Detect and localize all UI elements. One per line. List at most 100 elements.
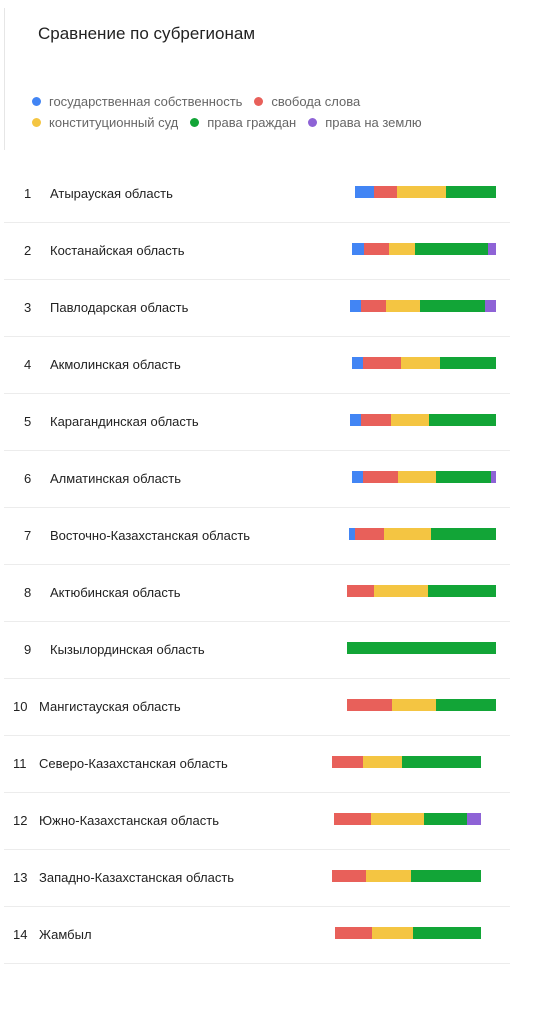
table-row[interactable]: 13 Западно-Казахстанская область xyxy=(4,850,510,907)
divider xyxy=(4,8,5,150)
bar-segment[interactable] xyxy=(373,585,428,597)
legend-item[interactable]: права граждан xyxy=(190,115,296,130)
bar-segment[interactable] xyxy=(373,186,397,198)
bar-segment[interactable] xyxy=(446,186,496,198)
row-label: Мангистауская область xyxy=(39,699,181,714)
bar-segment[interactable] xyxy=(361,414,391,426)
table-row[interactable]: 5 Карагандинская область xyxy=(4,394,510,451)
row-label: Костанайская область xyxy=(50,243,185,258)
table-row[interactable]: 1 Атырауская область xyxy=(4,166,510,223)
row-rank: 2 xyxy=(24,243,32,258)
row-rank: 3 xyxy=(24,300,32,315)
bar-segment[interactable] xyxy=(430,528,496,540)
table-row[interactable]: 2 Костанайская область xyxy=(4,223,510,280)
stacked-bar[interactable] xyxy=(332,870,481,882)
bar-segment[interactable] xyxy=(363,756,402,768)
bar-segment[interactable] xyxy=(335,927,373,939)
bar-segment[interactable] xyxy=(347,642,496,654)
bar-segment[interactable] xyxy=(361,300,386,312)
bar-segment[interactable] xyxy=(491,471,496,483)
bar-segment[interactable] xyxy=(362,357,402,369)
row-label: Карагандинская область xyxy=(50,414,199,429)
stacked-bar[interactable] xyxy=(332,756,481,768)
stacked-bar[interactable] xyxy=(333,813,481,825)
bar-segment[interactable] xyxy=(333,813,371,825)
bar-segment[interactable] xyxy=(398,471,436,483)
bar-segment[interactable] xyxy=(351,357,363,369)
bar-segment[interactable] xyxy=(392,699,436,711)
row-rank: 9 xyxy=(24,642,32,657)
table-row[interactable]: 9 Кызылординская область xyxy=(4,622,510,679)
bar-segment[interactable] xyxy=(467,813,481,825)
bar-segment[interactable] xyxy=(415,243,489,255)
bar-segment[interactable] xyxy=(420,300,486,312)
row-rank: 12 xyxy=(13,813,28,828)
table-row[interactable]: 12 Южно-Казахстанская область xyxy=(4,793,510,850)
bar-segment[interactable] xyxy=(354,528,385,540)
stacked-bar[interactable] xyxy=(335,927,481,939)
table-row[interactable]: 7 Восточно-Казахстанская область xyxy=(4,508,510,565)
bar-segment[interactable] xyxy=(485,300,496,312)
bar-segment[interactable] xyxy=(347,585,374,597)
bar-segment[interactable] xyxy=(351,243,365,255)
stacked-bar[interactable] xyxy=(350,300,496,312)
row-label: Южно-Казахстанская область xyxy=(39,813,219,828)
table-row[interactable]: 11 Северо-Казахстанская область xyxy=(4,736,510,793)
bar-segment[interactable] xyxy=(427,585,496,597)
stacked-bar[interactable] xyxy=(351,471,496,483)
bar-segment[interactable] xyxy=(401,357,441,369)
stacked-bar[interactable] xyxy=(350,414,496,426)
stacked-bar[interactable] xyxy=(347,699,496,711)
table-row[interactable]: 14 Жамбыл xyxy=(4,907,510,964)
bar-segment[interactable] xyxy=(347,699,393,711)
bar-segment[interactable] xyxy=(350,414,362,426)
bar-segment[interactable] xyxy=(389,243,416,255)
bar-segment[interactable] xyxy=(412,927,481,939)
bar-segment[interactable] xyxy=(362,471,399,483)
row-label: Актюбинская область xyxy=(50,585,181,600)
table-row[interactable]: 8 Актюбинская область xyxy=(4,565,510,622)
legend-label: права граждан xyxy=(207,115,297,130)
bar-segment[interactable] xyxy=(354,186,374,198)
table-row[interactable]: 10 Мангистауская область xyxy=(4,679,510,736)
stacked-bar[interactable] xyxy=(347,642,496,654)
bar-segment[interactable] xyxy=(429,414,496,426)
bar-segment[interactable] xyxy=(372,927,413,939)
legend-item[interactable]: права на землю xyxy=(308,115,422,130)
legend-label: государственная собственность xyxy=(49,94,243,109)
row-label: Жамбыл xyxy=(39,927,92,942)
bar-segment[interactable] xyxy=(350,300,362,312)
bar-segment[interactable] xyxy=(332,756,364,768)
stacked-bar[interactable] xyxy=(348,528,496,540)
bar-segment[interactable] xyxy=(411,870,481,882)
legend-item[interactable]: государственная собственность xyxy=(32,94,242,109)
bar-segment[interactable] xyxy=(348,528,355,540)
bar-segment[interactable] xyxy=(364,243,390,255)
row-label: Кызылординская область xyxy=(50,642,205,657)
bar-segment[interactable] xyxy=(351,471,363,483)
bar-segment[interactable] xyxy=(423,813,468,825)
legend-item[interactable]: свобода слова xyxy=(254,94,360,109)
bar-segment[interactable] xyxy=(440,357,496,369)
chart-rows: 1 Атырауская область 2 Костанайская область… xyxy=(4,166,510,964)
bar-segment[interactable] xyxy=(384,528,431,540)
bar-segment[interactable] xyxy=(488,243,496,255)
bar-segment[interactable] xyxy=(390,414,430,426)
table-row[interactable]: 3 Павлодарская область xyxy=(4,280,510,337)
bar-segment[interactable] xyxy=(385,300,421,312)
bar-segment[interactable] xyxy=(332,870,367,882)
bar-segment[interactable] xyxy=(401,756,481,768)
bar-segment[interactable] xyxy=(370,813,424,825)
bar-segment[interactable] xyxy=(366,870,412,882)
bar-segment[interactable] xyxy=(435,471,492,483)
legend-item[interactable]: конституционный суд xyxy=(32,115,178,130)
stacked-bar[interactable] xyxy=(354,186,496,198)
stacked-bar[interactable] xyxy=(347,585,496,597)
table-row[interactable]: 4 Акмолинская область xyxy=(4,337,510,394)
table-row[interactable]: 6 Алматинская область xyxy=(4,451,510,508)
row-rank: 14 xyxy=(13,927,28,942)
stacked-bar[interactable] xyxy=(351,243,496,255)
stacked-bar[interactable] xyxy=(351,357,496,369)
bar-segment[interactable] xyxy=(396,186,447,198)
bar-segment[interactable] xyxy=(435,699,496,711)
